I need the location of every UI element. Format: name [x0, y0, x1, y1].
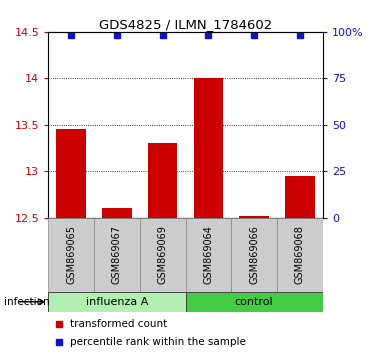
Text: GSM869069: GSM869069 — [158, 225, 168, 284]
Bar — [48, 292, 186, 312]
Text: infection: infection — [4, 297, 49, 307]
Bar — [56, 130, 86, 218]
Text: influenza A: influenza A — [86, 297, 148, 307]
Bar — [231, 218, 277, 292]
Bar — [102, 209, 132, 218]
Bar — [140, 218, 186, 292]
Bar — [277, 218, 323, 292]
Bar — [148, 143, 177, 218]
Text: GSM869064: GSM869064 — [203, 225, 213, 284]
Text: GSM869066: GSM869066 — [249, 225, 259, 284]
Bar — [194, 78, 223, 218]
Text: GSM869067: GSM869067 — [112, 225, 122, 284]
Text: control: control — [235, 297, 273, 307]
Bar — [186, 218, 231, 292]
Bar — [48, 218, 94, 292]
Bar — [285, 176, 315, 218]
Bar — [239, 216, 269, 218]
Bar — [186, 292, 323, 312]
Text: GSM869068: GSM869068 — [295, 225, 305, 284]
Bar — [94, 218, 140, 292]
Text: percentile rank within the sample: percentile rank within the sample — [70, 337, 246, 347]
Text: transformed count: transformed count — [70, 319, 167, 329]
Text: GSM869065: GSM869065 — [66, 225, 76, 284]
Title: GDS4825 / ILMN_1784602: GDS4825 / ILMN_1784602 — [99, 18, 272, 31]
